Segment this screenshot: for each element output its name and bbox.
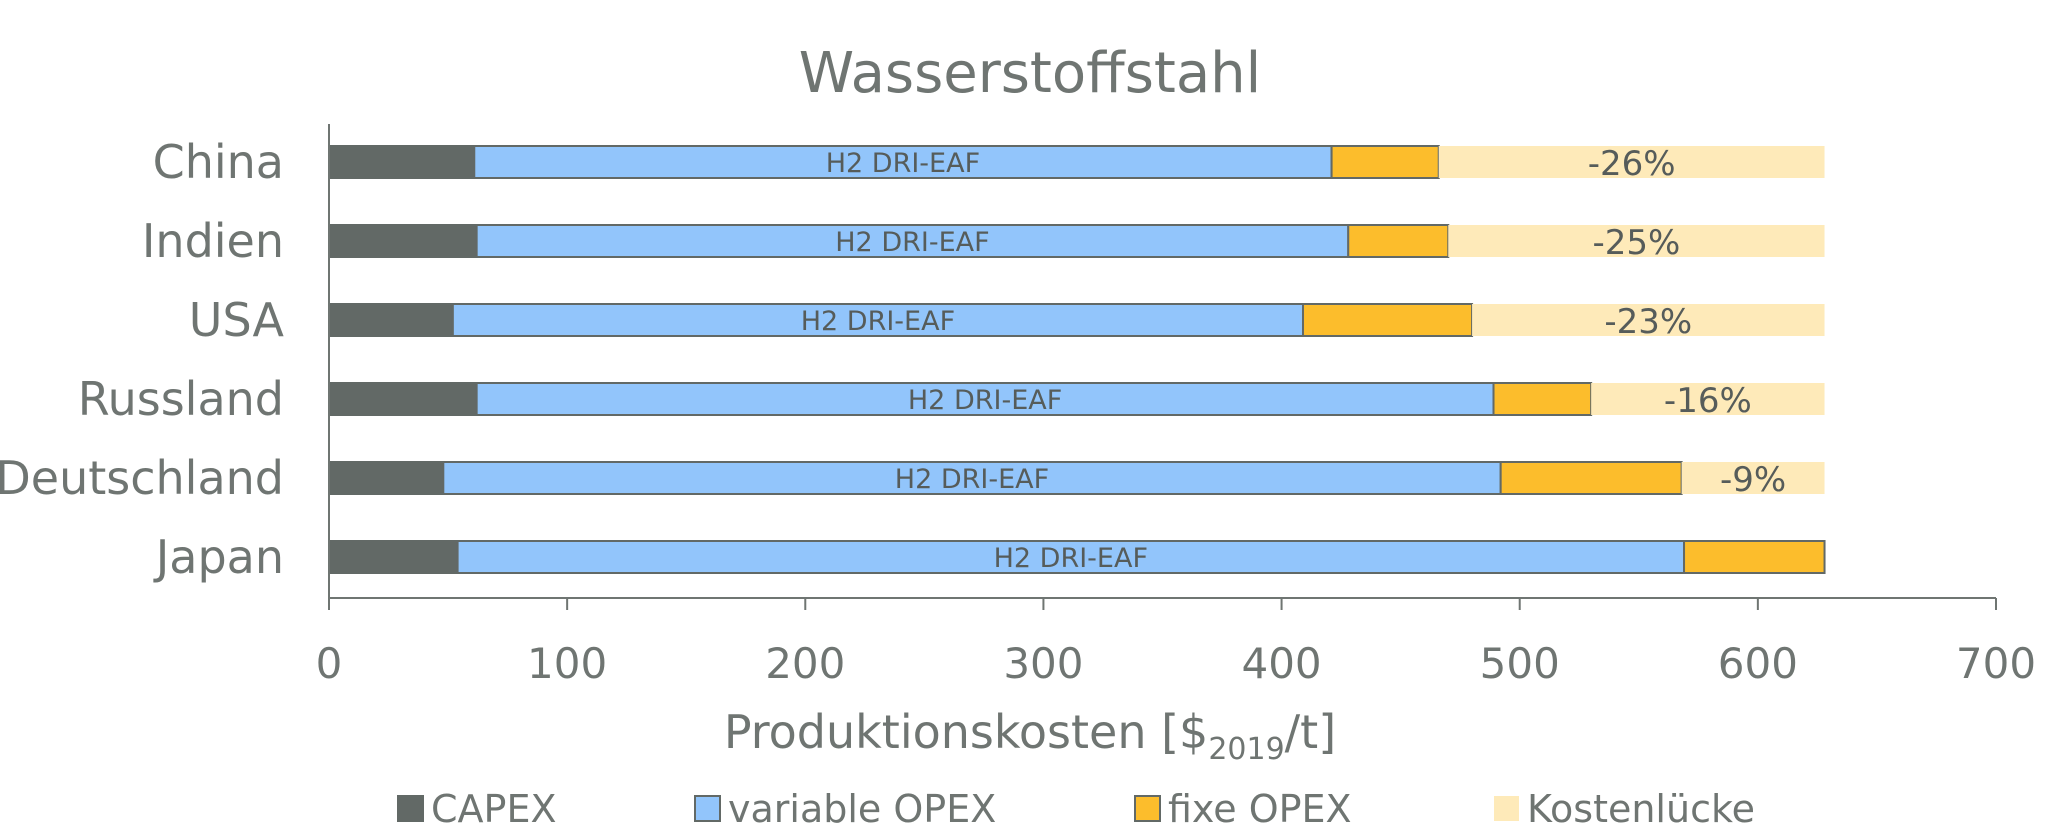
x-tick-label: 400 bbox=[1241, 639, 1321, 688]
category-label: China bbox=[153, 135, 284, 189]
x-axis: 0 100 200 300 400 500 600 700 bbox=[316, 124, 2036, 688]
category-label: Deutschland bbox=[0, 451, 284, 505]
category-labels: China Indien USA Russland Deutschland Japan bbox=[0, 135, 285, 584]
bar-segment bbox=[1591, 383, 1825, 415]
bar-segment bbox=[475, 382, 1495, 416]
category-label: USA bbox=[189, 293, 285, 347]
bar-segment bbox=[1438, 146, 1825, 178]
x-tick-label: 200 bbox=[765, 639, 845, 688]
bar-data-label: H2 DRI-EAF bbox=[835, 227, 989, 258]
x-tick-label: 300 bbox=[1003, 639, 1083, 688]
legend-swatch bbox=[397, 795, 424, 822]
gap-label: -23% bbox=[1604, 302, 1692, 342]
bar-segment bbox=[1499, 461, 1683, 495]
gap-label: -26% bbox=[1588, 144, 1676, 184]
bar-segment bbox=[328, 303, 454, 337]
x-axis-title: Produktionskosten [$2019/t] bbox=[724, 705, 1336, 767]
bar-segment bbox=[1492, 382, 1593, 416]
bar-segment bbox=[328, 540, 459, 574]
legend-label: CAPEX bbox=[431, 787, 557, 831]
bar-segment bbox=[442, 461, 1502, 495]
category-label: Indien bbox=[142, 214, 284, 268]
x-tick-label: 500 bbox=[1480, 639, 1560, 688]
x-axis-title-subscript: 2019 bbox=[1208, 732, 1284, 767]
bar-segment bbox=[1330, 145, 1440, 179]
bar-segment bbox=[328, 382, 478, 416]
x-tick-label: 100 bbox=[527, 639, 607, 688]
bar-segment bbox=[328, 224, 478, 258]
bar-data-label: H2 DRI-EAF bbox=[908, 385, 1062, 416]
x-axis-title-unit: /t] bbox=[1285, 705, 1336, 759]
bar-data-label: H2 DRI-EAF bbox=[895, 464, 1049, 495]
bar-segment bbox=[1448, 225, 1825, 257]
legend-swatch bbox=[1134, 795, 1161, 822]
bars: H2 DRI-EAF -26% H2 DRI-EAF -25% H2 DRI-EAF -2… bbox=[328, 144, 1826, 574]
bar-segment bbox=[328, 145, 476, 179]
legend: CAPEX variable OPEX fixe OPEX Kostenlücke bbox=[397, 787, 1755, 831]
bar-data-label: H2 DRI-EAF bbox=[994, 543, 1148, 574]
bar-segment bbox=[1347, 224, 1450, 258]
legend-swatch bbox=[1494, 796, 1519, 821]
bar-segment bbox=[1681, 462, 1825, 494]
bar-segment bbox=[1683, 540, 1826, 574]
legend-label: fixe OPEX bbox=[1168, 787, 1352, 831]
legend-label: variable OPEX bbox=[728, 787, 996, 831]
bar-segment bbox=[1302, 303, 1474, 337]
category-label: Japan bbox=[153, 530, 284, 584]
bar-segment bbox=[328, 461, 445, 495]
x-axis-title-main: Produktionskosten [$ bbox=[724, 705, 1208, 759]
bar-data-label: H2 DRI-EAF bbox=[801, 306, 955, 337]
x-tick-label: 0 bbox=[316, 639, 343, 688]
category-label: Russland bbox=[78, 372, 284, 426]
x-tick-label: 700 bbox=[1956, 639, 2036, 688]
bar-segment bbox=[473, 145, 1333, 179]
bar-segment bbox=[456, 540, 1686, 574]
bar-segment bbox=[475, 224, 1350, 258]
gap-label: -16% bbox=[1664, 381, 1752, 421]
chart-title: Wasserstoffstahl bbox=[799, 41, 1261, 106]
legend-swatch bbox=[694, 795, 721, 822]
gap-label: -9% bbox=[1720, 460, 1786, 500]
legend-label: Kostenlücke bbox=[1527, 787, 1755, 831]
x-axis-label: Produktionskosten [$2019/t] bbox=[724, 705, 1336, 767]
bar-data-label: H2 DRI-EAF bbox=[826, 148, 980, 179]
gap-label: -25% bbox=[1592, 223, 1680, 263]
x-tick-label: 600 bbox=[1718, 639, 1798, 688]
bar-segment bbox=[1472, 304, 1825, 336]
